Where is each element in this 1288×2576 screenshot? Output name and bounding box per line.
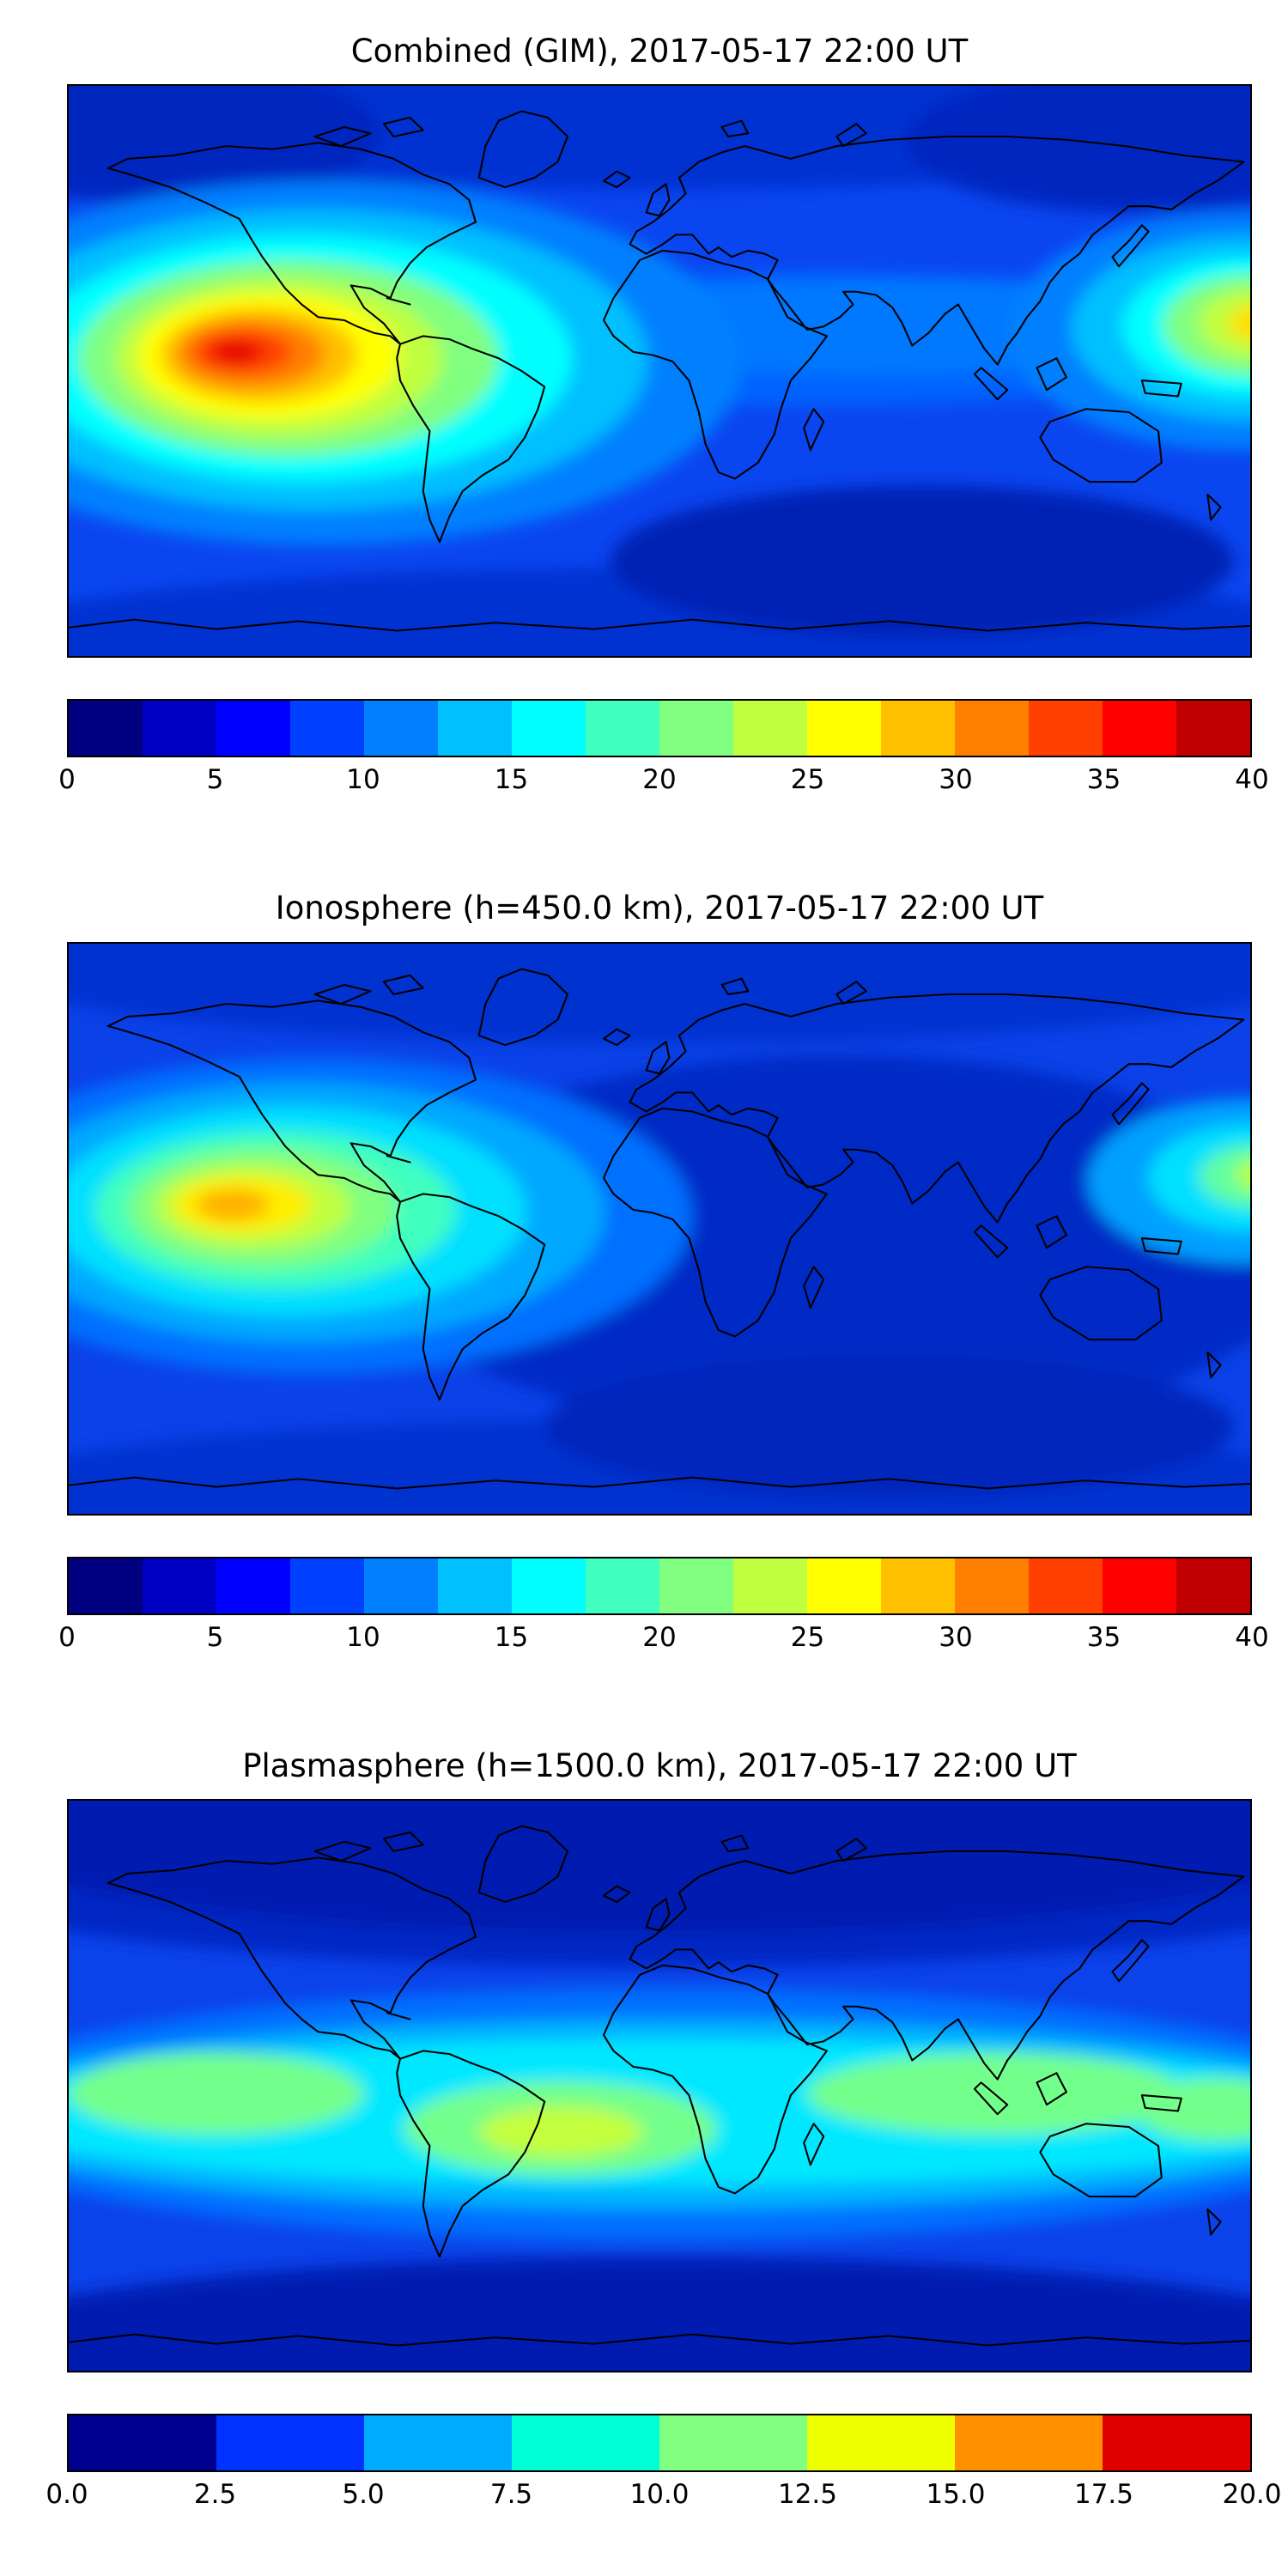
colorbar-tick-label: 2.5 <box>193 2479 237 2511</box>
colorbar-tick-label: 20 <box>642 764 677 796</box>
colorbar-segment <box>659 2415 807 2471</box>
tec-contours-ionosphere <box>69 943 1250 1514</box>
colorbar-tick-label: 5 <box>206 764 224 796</box>
colorbar-tick-label: 10.0 <box>629 2479 690 2511</box>
colorbar-tick-label: 25 <box>790 764 825 796</box>
colorbar-segment <box>364 1558 438 1613</box>
colorbar-segment <box>1029 701 1103 756</box>
colorbar-segment <box>216 701 290 756</box>
colorbar-segment <box>1176 701 1250 756</box>
colorbar-segment <box>69 1558 143 1613</box>
colorbar-segment <box>1103 2415 1250 2471</box>
colorbar-segment <box>364 2415 512 2471</box>
colorbar-tick-label: 25 <box>790 1621 825 1653</box>
colorbar-segment <box>659 1558 733 1613</box>
colorbar-tick-label: 15 <box>494 1621 529 1653</box>
colorbar-segment <box>143 1558 216 1613</box>
map-plasmasphere-svg <box>69 1801 1250 2372</box>
colorbar-segment <box>733 701 807 756</box>
map-ionosphere-svg <box>69 943 1250 1514</box>
colorbar-tick-label: 10 <box>346 764 380 796</box>
colorbar-segment <box>290 701 364 756</box>
colorbar-segment <box>807 1558 881 1613</box>
colorbar-segment <box>69 2415 216 2471</box>
colorbar-segment <box>69 701 143 756</box>
panel-title-plasmasphere: Plasmasphere (h=1500.0 km), 2017-05-17 2… <box>242 1747 1077 1784</box>
panel-plasmasphere: Plasmasphere (h=1500.0 km), 2017-05-17 2… <box>46 1747 1281 2515</box>
colorbar-segment <box>955 2415 1103 2471</box>
colorbar-tick-label: 12.5 <box>777 2479 838 2511</box>
map-combined <box>67 84 1252 659</box>
colorbar-tick-label: 30 <box>939 1621 973 1653</box>
colorbar-segment <box>881 701 955 756</box>
colorbar-combined <box>67 699 1252 758</box>
colorbar-tick-label: 40 <box>1235 764 1269 796</box>
colorbar-tick-label: 30 <box>939 764 973 796</box>
colorbar-ionosphere <box>67 1556 1252 1615</box>
colorbar-segment <box>586 701 659 756</box>
colorbar-segment <box>1103 1558 1176 1613</box>
colorbar-tick-label: 35 <box>1086 764 1121 796</box>
colorbar-segment <box>364 701 438 756</box>
colorbar-tick-label: 20.0 <box>1222 2479 1282 2511</box>
colorbar-segment <box>143 701 216 756</box>
colorbar-tick-label: 0 <box>58 764 76 796</box>
colorbar-tick-label: 10 <box>346 1621 380 1653</box>
colorbar-tick-label: 17.5 <box>1073 2479 1134 2511</box>
map-plasmasphere <box>67 1799 1252 2373</box>
panel-ionosphere: Ionosphere (h=450.0 km), 2017-05-17 22:0… <box>58 890 1269 1658</box>
colorbar-segment <box>290 1558 364 1613</box>
colorbar-segment <box>807 701 881 756</box>
colorbar-tick-label: 40 <box>1235 1621 1269 1653</box>
colorbar-segment <box>216 1558 290 1613</box>
figure: Combined (GIM), 2017-05-17 22:00 UT <box>46 33 1281 2515</box>
colorbar-segment <box>438 1558 512 1613</box>
map-combined-svg <box>69 86 1250 657</box>
colorbar-segment <box>512 1558 586 1613</box>
colorbar-segment <box>1176 1558 1250 1613</box>
panel-title-combined: Combined (GIM), 2017-05-17 22:00 UT <box>350 33 969 70</box>
panel-combined: Combined (GIM), 2017-05-17 22:00 UT <box>58 33 1269 800</box>
colorbar-tick-label: 35 <box>1086 1621 1121 1653</box>
colorbar-segment <box>512 701 586 756</box>
tec-contours-combined <box>69 86 1250 657</box>
colorbar-segment <box>512 2415 659 2471</box>
colorbar-segment <box>733 1558 807 1613</box>
colorbar-segment <box>1103 701 1176 756</box>
colorbar-segment <box>881 1558 955 1613</box>
colorbar-tick-label: 0 <box>58 1621 76 1653</box>
colorbar-segment <box>807 2415 955 2471</box>
colorbar-ticks-ionosphere: 0 5 10 15 20 25 30 35 40 <box>58 1621 1269 1658</box>
panel-title-ionosphere: Ionosphere (h=450.0 km), 2017-05-17 22:0… <box>275 890 1044 927</box>
colorbar-tick-label: 15 <box>494 764 529 796</box>
map-ionosphere <box>67 941 1252 1516</box>
colorbar-tick-label: 5 <box>206 1621 224 1653</box>
colorbar-tick-label: 20 <box>642 1621 677 1653</box>
colorbar-segment <box>659 701 733 756</box>
colorbar-segment <box>1029 1558 1103 1613</box>
colorbar-segment <box>216 2415 364 2471</box>
colorbar-tick-label: 5.0 <box>342 2479 385 2511</box>
colorbar-segment <box>438 701 512 756</box>
colorbar-segment <box>586 1558 659 1613</box>
tec-contours-plasmasphere <box>69 1801 1250 2372</box>
colorbar-tick-label: 7.5 <box>489 2479 533 2511</box>
colorbar-segment <box>955 701 1029 756</box>
colorbar-plasmasphere <box>67 2414 1252 2473</box>
colorbar-tick-label: 15.0 <box>926 2479 986 2511</box>
colorbar-segment <box>955 1558 1029 1613</box>
colorbar-ticks-plasmasphere: 0.0 2.5 5.0 7.5 10.0 12.5 15.0 17.5 20.0 <box>46 2479 1281 2515</box>
colorbar-tick-label: 0.0 <box>46 2479 88 2511</box>
colorbar-ticks-combined: 0 5 10 15 20 25 30 35 40 <box>58 764 1269 800</box>
